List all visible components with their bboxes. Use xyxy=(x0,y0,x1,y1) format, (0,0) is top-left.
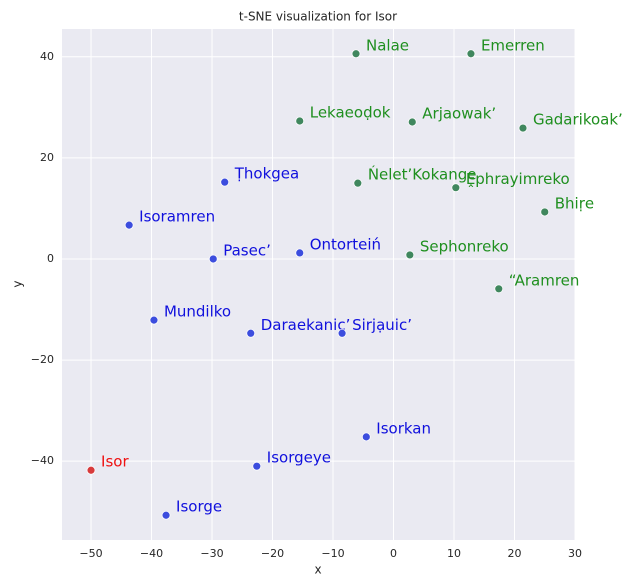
point xyxy=(295,116,305,126)
point xyxy=(86,465,96,475)
point xyxy=(161,510,171,520)
point xyxy=(220,177,230,187)
point-label: Arjaowak’ xyxy=(422,105,496,123)
point-label: Bhiṛe xyxy=(555,194,594,212)
y-tick-label: 0 xyxy=(47,252,54,265)
point xyxy=(466,49,476,59)
point xyxy=(351,49,361,59)
x-tick-label: 20 xyxy=(508,547,522,560)
point xyxy=(246,328,256,338)
point-label: Nalae xyxy=(366,36,409,54)
point xyxy=(295,248,305,258)
x-tick-label: 30 xyxy=(568,547,582,560)
point-label: Sephonreko xyxy=(420,237,509,255)
x-tick-label: 10 xyxy=(447,547,461,560)
point xyxy=(405,250,415,260)
y-tick-label: −40 xyxy=(31,454,54,467)
point-label: “Aramren xyxy=(509,271,580,289)
chart-title: t-SNE visualization for Isor xyxy=(239,10,397,24)
point-label: Ḙphrayimreko xyxy=(466,170,570,188)
point-label: Daraekanic’ xyxy=(261,316,351,334)
point xyxy=(494,284,504,294)
point xyxy=(337,328,347,338)
point xyxy=(451,183,461,193)
y-tick-label: 20 xyxy=(40,151,54,164)
point xyxy=(124,220,134,230)
x-tick-label: 0 xyxy=(390,547,397,560)
point-label: Ńelet’Kokange xyxy=(368,165,477,184)
point-label: Pasec’ xyxy=(223,241,271,259)
point-label: Isorgeye xyxy=(267,449,331,467)
x-tick-label: −40 xyxy=(140,547,163,560)
point-label: Isor xyxy=(101,453,129,471)
point-label: Gadarikoak’ xyxy=(533,111,623,129)
x-tick-label: −20 xyxy=(261,547,284,560)
point xyxy=(518,123,528,133)
point xyxy=(361,432,371,442)
point-label: Isoramren xyxy=(139,208,215,226)
point xyxy=(252,461,262,471)
x-tick-label: −50 xyxy=(79,547,102,560)
x-tick-label: −30 xyxy=(200,547,223,560)
x-tick-label: −10 xyxy=(321,547,344,560)
point-label: Emerren xyxy=(481,36,545,54)
point xyxy=(149,315,159,325)
point xyxy=(353,178,363,188)
point-label: Isorkan xyxy=(376,419,431,437)
point-label: Mundilko xyxy=(164,303,231,321)
y-axis-label: y xyxy=(11,280,25,287)
point-label: Ontorteiń xyxy=(310,235,381,253)
plot-area xyxy=(62,29,575,540)
point-label: Sirjạuic’ xyxy=(352,316,412,334)
y-tick-label: 40 xyxy=(40,50,54,63)
point xyxy=(407,117,417,127)
point xyxy=(540,207,550,217)
y-tick-label: −20 xyxy=(31,353,54,366)
x-axis-label: x xyxy=(314,563,321,576)
point-label: Isorge xyxy=(176,498,222,516)
point xyxy=(208,254,218,264)
point-label: Lekaeoḍok xyxy=(310,103,391,121)
point-label: Ṭhokgea xyxy=(234,165,299,183)
